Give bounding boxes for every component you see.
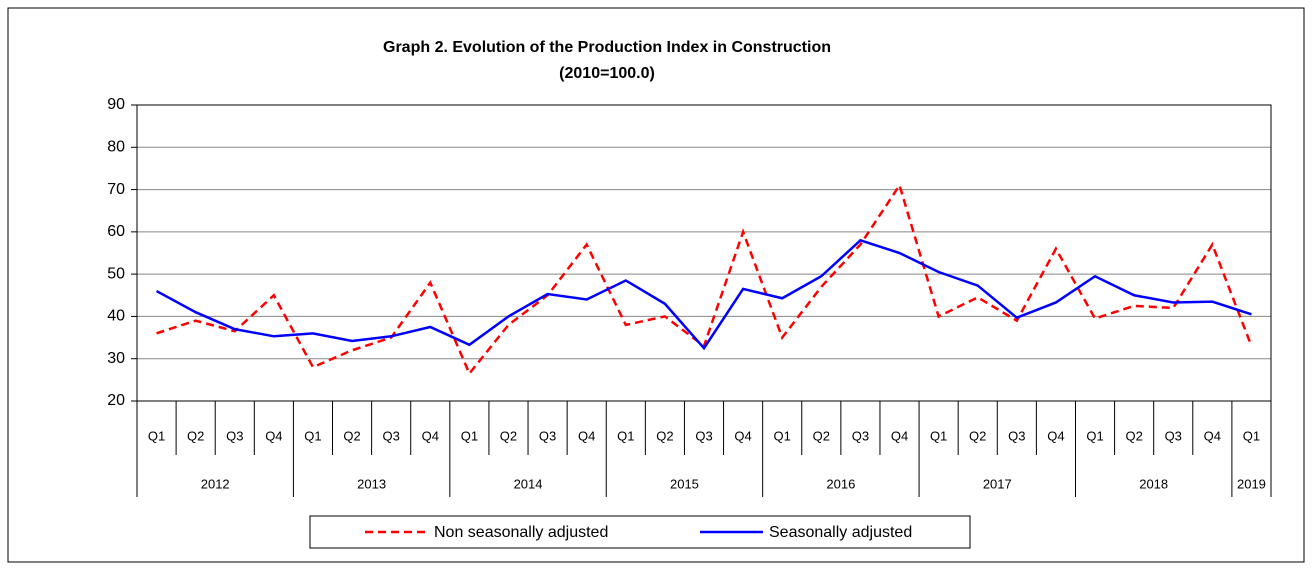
legend-label: Non seasonally adjusted	[434, 524, 608, 541]
x-tick-label: Q4	[578, 428, 595, 443]
plot-frame	[136, 104, 1272, 402]
year-label: 2019	[1237, 476, 1266, 491]
year-label: 2014	[514, 476, 543, 491]
legend-label: Seasonally adjusted	[769, 524, 912, 541]
y-tick-label: 80	[107, 139, 125, 156]
x-tick-label: Q1	[1243, 428, 1260, 443]
x-tick-label: Q2	[187, 428, 204, 443]
year-label: 2012	[201, 476, 230, 491]
x-tick-label: Q3	[1165, 428, 1182, 443]
x-tick-label: Q1	[461, 428, 478, 443]
chart-subtitle: (2010=100.0)	[559, 65, 655, 82]
x-tick-label: Q3	[852, 428, 869, 443]
x-tick-label: Q3	[383, 428, 400, 443]
x-tick-label: Q2	[1125, 428, 1142, 443]
x-tick-label: Q3	[695, 428, 712, 443]
year-label: 2018	[1139, 476, 1168, 491]
x-tick-label: Q3	[1008, 428, 1025, 443]
x-tick-label: Q2	[969, 428, 986, 443]
year-label: 2015	[670, 476, 699, 491]
x-tick-label: Q2	[500, 428, 517, 443]
chart-title: Graph 2. Evolution of the Production Ind…	[383, 39, 831, 56]
year-label: 2016	[826, 476, 855, 491]
x-tick-label: Q1	[930, 428, 947, 443]
x-tick-label: Q2	[343, 428, 360, 443]
x-tick-label: Q4	[1204, 428, 1221, 443]
y-tick-label: 50	[107, 265, 125, 282]
year-label: 2013	[357, 476, 386, 491]
y-tick-label: 70	[107, 181, 125, 198]
x-tick-label: Q4	[1047, 428, 1064, 443]
series-line	[155, 238, 1252, 351]
x-tick-label: Q1	[774, 428, 791, 443]
x-tick-label: Q2	[656, 428, 673, 443]
x-tick-label: Q3	[539, 428, 556, 443]
x-tick-label: Q4	[734, 428, 751, 443]
x-tick-label: Q1	[304, 428, 321, 443]
chart-border	[7, 7, 1305, 563]
x-tick-label: Q2	[813, 428, 830, 443]
y-tick-label: 30	[107, 350, 125, 367]
y-tick-label: 20	[107, 392, 125, 409]
year-label: 2017	[983, 476, 1012, 491]
x-tick-label: Q1	[617, 428, 634, 443]
x-tick-label: Q3	[226, 428, 243, 443]
x-tick-label: Q1	[148, 428, 165, 443]
y-tick-label: 40	[107, 308, 125, 325]
x-tick-label: Q4	[422, 428, 439, 443]
x-tick-label: Q4	[265, 428, 282, 443]
x-tick-label: Q4	[891, 428, 908, 443]
y-tick-label: 60	[107, 223, 125, 240]
x-tick-label: Q1	[1086, 428, 1103, 443]
y-tick-label: 90	[107, 96, 125, 113]
